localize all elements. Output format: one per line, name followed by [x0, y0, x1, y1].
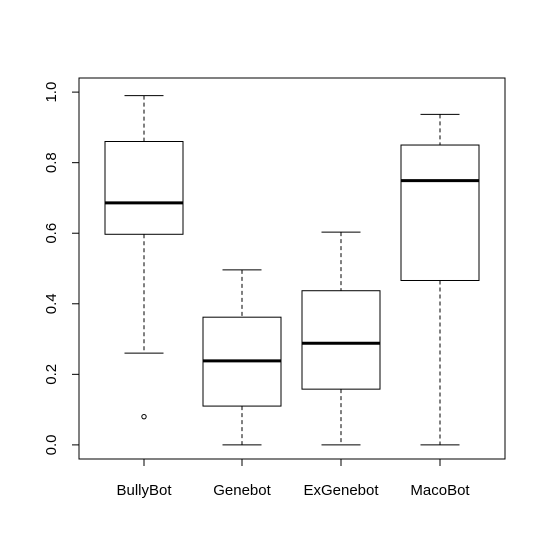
box-iqr [400, 144, 480, 281]
box-genebot [202, 269, 282, 446]
y-tick-label: 0.2 [43, 364, 60, 385]
x-category-label: ExGenebot [303, 482, 379, 499]
y-tick-label: 1.0 [43, 82, 60, 103]
box-macobot [400, 113, 480, 446]
x-category-label: Genebot [213, 482, 271, 499]
box-iqr [104, 141, 184, 235]
x-axis: BullyBot Genebot ExGenebot MacoBot [116, 458, 470, 499]
x-category-label: BullyBot [116, 482, 172, 499]
outlier-point [141, 413, 147, 420]
y-tick-label: 0.4 [43, 293, 60, 314]
y-tick-label: 0.6 [43, 223, 60, 244]
y-axis: 0.0 0.2 0.4 0.6 0.8 1.0 [43, 82, 80, 455]
x-category-label: MacoBot [410, 482, 470, 499]
boxes [104, 95, 480, 446]
box-exgenebot [301, 231, 381, 446]
box-bullybot [104, 95, 184, 420]
y-tick-label: 0.8 [43, 152, 60, 173]
box-iqr [301, 290, 381, 390]
y-tick-label: 0.0 [43, 434, 60, 455]
